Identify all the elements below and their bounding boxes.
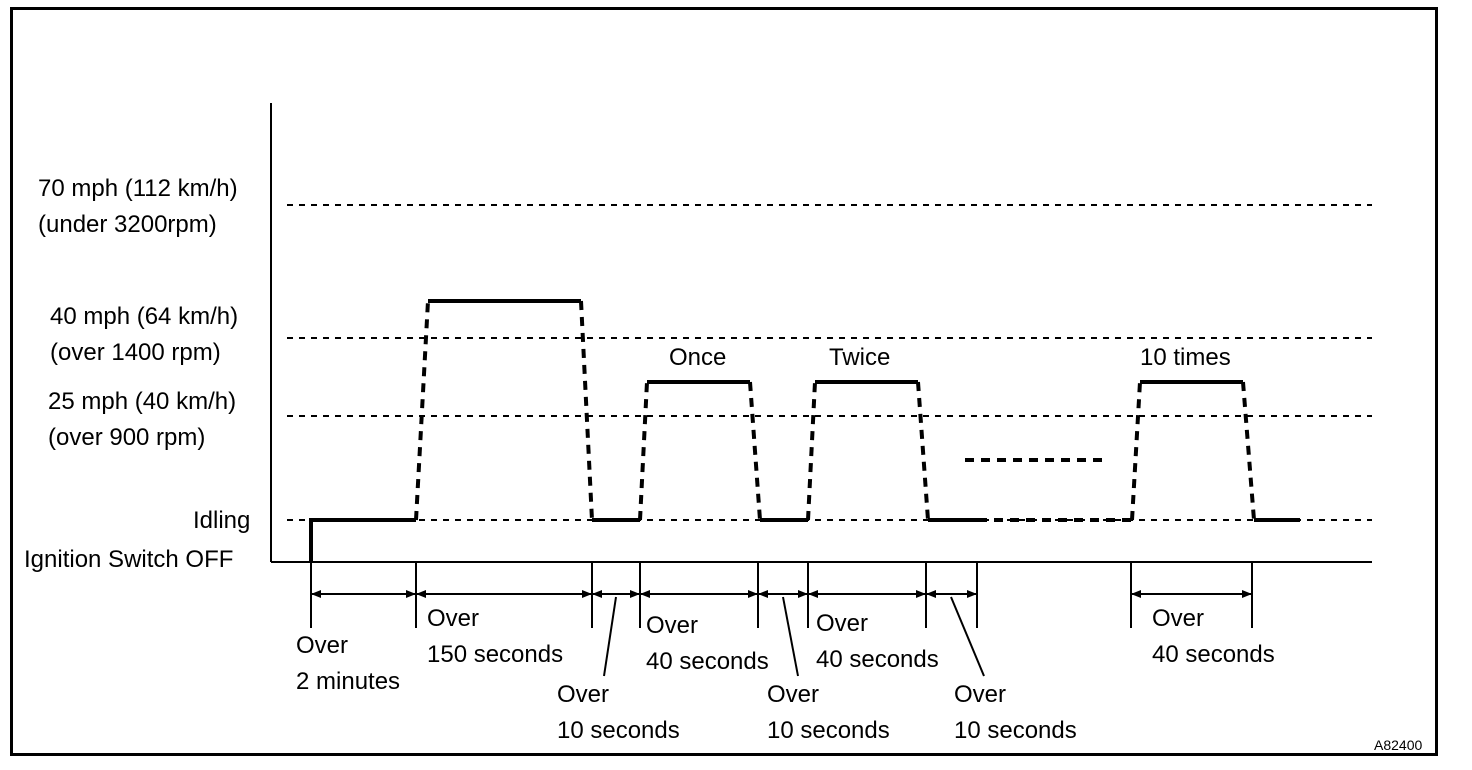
- dur-40-seconds-1: 40 seconds: [646, 648, 769, 675]
- leader-lines: [603, 596, 985, 677]
- dur-over-3: Over: [557, 681, 610, 708]
- figure-id: A82400: [1374, 737, 1423, 753]
- label-10-times: 10 times: [1140, 344, 1231, 371]
- dur-over-4: Over: [646, 612, 699, 639]
- label-under-3200rpm: (under 3200rpm): [38, 211, 217, 238]
- dur-over-8: Over: [1152, 605, 1205, 632]
- drive-pattern-solid: [309, 299, 1300, 562]
- label-40mph: 40 mph (64 km/h): [50, 303, 239, 330]
- dur-over-1: Over: [296, 632, 349, 659]
- label-twice: Twice: [829, 344, 891, 371]
- dur-over-6: Over: [816, 610, 869, 637]
- dur-150-seconds: 150 seconds: [427, 641, 564, 668]
- dur-over-5: Over: [767, 681, 820, 708]
- dur-10-seconds-3: 10 seconds: [954, 717, 1077, 744]
- label-25mph: 25 mph (40 km/h): [48, 388, 237, 415]
- diagram-frame: [10, 7, 1438, 756]
- dur-over-7: Over: [954, 681, 1007, 708]
- label-once: Once: [669, 344, 727, 371]
- label-ignition-switch-off: Ignition Switch OFF: [24, 546, 234, 573]
- dur-2-minutes: 2 minutes: [296, 668, 401, 695]
- label-over-900rpm: (over 900 rpm): [48, 424, 206, 451]
- drive-pattern-dashed: [414, 300, 1256, 522]
- dur-over-2: Over: [427, 605, 480, 632]
- dur-10-seconds-1: 10 seconds: [557, 717, 680, 744]
- label-over-1400rpm: (over 1400 rpm): [50, 339, 221, 366]
- dur-40-seconds-2: 40 seconds: [816, 646, 939, 673]
- dur-10-seconds-2: 10 seconds: [767, 717, 890, 744]
- label-70mph: 70 mph (112 km/h): [38, 175, 238, 202]
- dur-40-seconds-3: 40 seconds: [1152, 641, 1275, 668]
- label-idling: Idling: [193, 507, 251, 534]
